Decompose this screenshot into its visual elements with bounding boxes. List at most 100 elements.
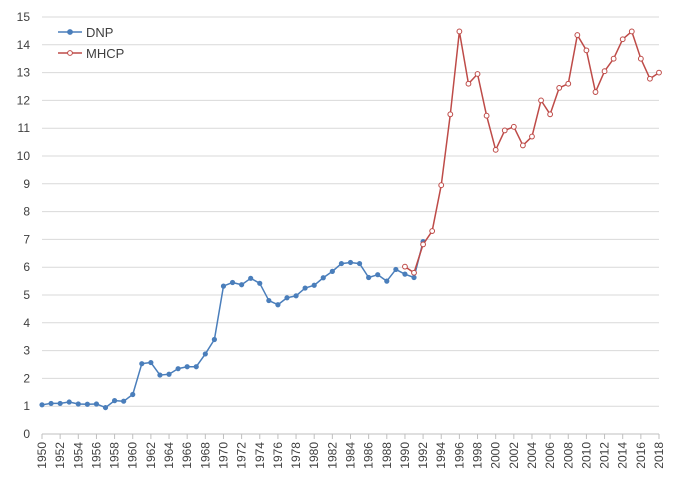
data-point xyxy=(656,69,662,76)
data-point xyxy=(111,398,118,404)
data-point xyxy=(519,142,526,149)
data-point xyxy=(239,282,245,288)
legend-label: DNP xyxy=(86,25,113,40)
data-point xyxy=(220,283,227,289)
data-point xyxy=(565,80,572,87)
x-tick-label: 2010 xyxy=(579,442,593,469)
data-point xyxy=(157,372,163,378)
data-point xyxy=(257,280,263,286)
data-point xyxy=(39,402,45,408)
series-group xyxy=(39,28,662,411)
y-tick-label: 3 xyxy=(23,344,30,358)
gridlines xyxy=(42,16,659,407)
data-point xyxy=(420,241,426,248)
legend-label: MHCP xyxy=(86,46,124,61)
data-point xyxy=(592,89,599,95)
x-tick-label: 2004 xyxy=(525,442,539,469)
data-point xyxy=(139,361,145,367)
x-tick-label: 2018 xyxy=(652,442,666,469)
x-tick-label: 1994 xyxy=(434,442,448,469)
x-tick-label: 1974 xyxy=(253,442,267,469)
data-point xyxy=(148,359,154,366)
series-dnp xyxy=(39,239,426,411)
data-point xyxy=(384,278,390,284)
x-tick-label: 1982 xyxy=(325,442,339,469)
x-tick-label: 2008 xyxy=(561,442,575,469)
x-tick-label: 1954 xyxy=(71,442,85,469)
x-tick-label: 2012 xyxy=(598,442,612,469)
x-tick-label: 1950 xyxy=(35,442,49,469)
x-tick-label: 1966 xyxy=(180,442,194,469)
data-point xyxy=(628,28,635,35)
x-tick-label: 1968 xyxy=(198,442,212,469)
x-tick-label: 1976 xyxy=(271,442,285,469)
legend: DNP MHCP xyxy=(58,25,124,61)
y-tick-label: 11 xyxy=(18,121,31,135)
data-point xyxy=(320,275,326,281)
data-point xyxy=(302,285,308,291)
x-tick-label: 2006 xyxy=(543,442,557,469)
x-tick-label: 1988 xyxy=(380,442,394,469)
legend-item-dnp: DNP xyxy=(58,25,113,40)
data-point xyxy=(402,271,408,277)
x-tick-label: 1962 xyxy=(144,442,158,469)
data-point xyxy=(366,274,372,281)
data-point xyxy=(411,274,417,281)
y-tick-label: 2 xyxy=(23,371,30,385)
data-point xyxy=(610,55,617,62)
data-point xyxy=(102,404,109,411)
y-tick-label: 15 xyxy=(17,10,31,24)
data-point xyxy=(284,295,290,301)
data-point xyxy=(347,259,354,266)
x-tick-label: 1998 xyxy=(471,442,485,469)
data-point xyxy=(248,275,254,281)
data-point xyxy=(538,97,544,104)
data-point xyxy=(375,272,381,278)
data-point xyxy=(121,398,127,404)
data-point xyxy=(75,401,81,407)
data-point xyxy=(356,260,363,267)
data-point xyxy=(556,84,563,91)
data-point xyxy=(338,260,345,267)
data-point xyxy=(311,282,317,288)
data-point xyxy=(574,32,581,38)
y-tick-label: 5 xyxy=(23,288,30,302)
x-tick-label: 2002 xyxy=(507,442,521,469)
data-point xyxy=(474,71,481,77)
x-tick-label: 2014 xyxy=(616,442,630,469)
y-tick-label: 9 xyxy=(23,177,30,191)
data-point xyxy=(202,351,208,357)
data-point xyxy=(456,28,463,35)
data-point xyxy=(329,268,335,274)
x-tick-label: 1986 xyxy=(362,442,376,469)
data-point xyxy=(411,269,417,276)
series-line xyxy=(404,30,660,274)
y-tick-label: 7 xyxy=(23,232,30,246)
data-point xyxy=(510,123,517,130)
legend-marker xyxy=(67,29,73,35)
data-point xyxy=(193,364,199,370)
x-tick-label: 1956 xyxy=(89,442,103,469)
data-point xyxy=(637,55,644,62)
data-point xyxy=(393,266,399,273)
data-point xyxy=(601,68,608,75)
data-point xyxy=(84,401,90,407)
data-point xyxy=(93,401,100,407)
data-point xyxy=(293,293,299,299)
data-point xyxy=(619,36,626,43)
data-point xyxy=(483,112,490,119)
x-tick-label: 1990 xyxy=(398,442,412,469)
x-tick-label: 1972 xyxy=(235,442,249,469)
series-line xyxy=(41,241,424,409)
data-point xyxy=(429,228,436,234)
data-point xyxy=(647,75,653,82)
x-tick-label: 1992 xyxy=(416,442,430,469)
y-tick-label: 10 xyxy=(17,149,31,163)
x-tick-label: 1978 xyxy=(289,442,303,469)
y-tick-label: 14 xyxy=(17,38,31,52)
data-point xyxy=(130,391,136,398)
data-point xyxy=(166,371,172,377)
data-point xyxy=(438,182,445,189)
